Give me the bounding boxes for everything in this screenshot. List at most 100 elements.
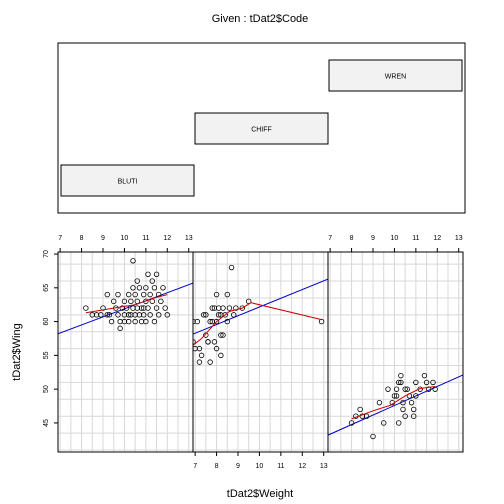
data-point — [348, 420, 355, 426]
data-point — [400, 406, 406, 413]
data-point — [396, 420, 402, 426]
chart-title: Given : tDat2$Code — [212, 13, 309, 25]
x-tick-label: 11 — [412, 235, 419, 242]
data-point — [126, 318, 132, 325]
data-point — [117, 325, 123, 332]
data-point — [393, 393, 400, 399]
x-tick-label: 10 — [391, 235, 399, 242]
panel-frame — [57, 251, 194, 453]
data-point — [196, 345, 203, 352]
data-point — [216, 312, 222, 318]
data-point — [145, 271, 151, 277]
data-point — [141, 305, 147, 311]
x-tick-label: 7 — [58, 235, 62, 242]
data-point — [411, 413, 417, 419]
data-point — [402, 386, 408, 392]
data-point — [149, 278, 155, 284]
data-point — [213, 291, 220, 298]
data-point — [398, 372, 404, 379]
data-point — [396, 379, 402, 386]
data-point — [115, 312, 121, 318]
data-point — [126, 312, 132, 318]
x-tick-label: 9 — [101, 235, 105, 242]
axes: 7 8 9 10 11 12 13 7 8 9 10 11 12 13 7 8 9 10 11 12 13 45 50 55 6… — [43, 235, 463, 470]
data-point — [153, 305, 160, 311]
data-point — [138, 305, 145, 311]
data-point — [370, 433, 376, 440]
data-point — [228, 264, 235, 271]
data-point — [207, 318, 213, 325]
x-tick-label: 9 — [371, 235, 375, 242]
data-point — [391, 393, 398, 399]
data-point — [153, 271, 160, 277]
data-point — [164, 312, 170, 318]
data-point — [205, 339, 211, 345]
data-point — [156, 312, 162, 318]
x-tick-label: 7 — [328, 235, 332, 242]
regression-line — [328, 374, 463, 436]
data-point — [134, 278, 140, 284]
panel-chiff — [192, 251, 329, 453]
data-point — [218, 352, 224, 359]
x-tick-label: 8 — [215, 463, 219, 470]
data-point — [224, 318, 230, 325]
y-tick-label: 60 — [43, 318, 50, 326]
data-point — [151, 285, 158, 291]
data-point — [231, 312, 237, 318]
x-tick-label: 12 — [298, 463, 306, 470]
data-point — [132, 318, 138, 325]
regression-line — [58, 282, 193, 335]
y-tick-label: 45 — [43, 419, 50, 427]
data-point — [203, 332, 209, 338]
data-point — [363, 413, 370, 419]
given-bar-label: WREN — [385, 74, 406, 81]
data-point — [402, 413, 408, 419]
data-point — [108, 318, 115, 325]
data-point — [121, 298, 128, 305]
data-point — [128, 298, 134, 305]
x-tick-label: 12 — [433, 235, 441, 242]
data-point — [160, 285, 166, 291]
data-point — [151, 318, 158, 325]
data-point — [381, 420, 387, 426]
data-point — [141, 312, 147, 318]
panel-bluti — [57, 251, 194, 453]
scatter-panels — [57, 251, 464, 453]
data-point — [220, 305, 226, 311]
data-point — [207, 359, 213, 365]
data-point — [196, 359, 203, 365]
data-point — [211, 339, 218, 345]
data-point — [376, 399, 383, 406]
x-tick-label: 10 — [256, 463, 264, 470]
data-point — [239, 305, 245, 311]
given-bar-chiff — [194, 112, 329, 145]
y-tick-label: 65 — [43, 284, 50, 292]
data-point — [226, 305, 233, 311]
y-tick-label: 55 — [43, 351, 50, 359]
x-tick-label: 7 — [193, 463, 197, 470]
data-point — [224, 291, 230, 298]
x-tick-label: 10 — [121, 235, 129, 242]
data-point — [220, 332, 226, 338]
data-point — [218, 332, 224, 338]
panel-frame — [192, 251, 329, 453]
x-tick-label: 13 — [455, 235, 463, 242]
data-point — [408, 399, 415, 406]
x-tick-label: 8 — [350, 235, 354, 242]
data-point — [430, 379, 436, 386]
smooth-line — [85, 294, 168, 314]
data-point — [421, 372, 428, 379]
panel-wren — [327, 251, 464, 453]
given-bar-label: BLUTI — [118, 179, 138, 186]
data-point — [130, 258, 136, 264]
given-bar-bluti — [60, 164, 195, 197]
smooth-line — [193, 302, 322, 346]
data-point — [193, 339, 196, 345]
data-point — [318, 318, 325, 325]
data-point — [130, 285, 136, 291]
data-point — [111, 298, 117, 305]
data-point — [162, 305, 168, 311]
x-tick-label: 11 — [142, 235, 149, 242]
data-point — [411, 406, 417, 413]
y-tick-label: 70 — [43, 250, 50, 258]
